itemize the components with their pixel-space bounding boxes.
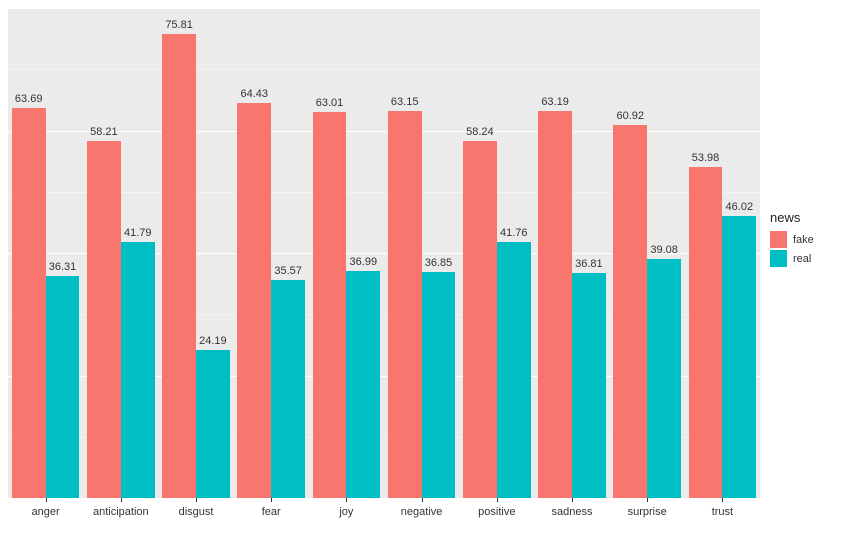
- x-tick: [422, 498, 423, 502]
- bar-real: [497, 242, 531, 498]
- bar-real: [46, 276, 80, 498]
- bar-real: [647, 259, 681, 498]
- bar-value-label: 53.98: [692, 152, 720, 164]
- x-tick: [647, 498, 648, 502]
- x-axis: anger anticipation disgust fear joy negative p…: [8, 498, 760, 530]
- bar-value-label: 41.79: [124, 227, 152, 239]
- x-axis-label: sadness: [552, 506, 593, 518]
- bar-value-label: 63.69: [15, 93, 43, 105]
- plot-area: 63.69 36.31 58.21 41.79 75.81 24.19 64.43 35.57…: [8, 8, 760, 498]
- bar-value-label: 58.24: [466, 126, 494, 138]
- bar-value-label: 75.81: [165, 19, 193, 31]
- bar-value-label: 39.08: [650, 244, 678, 256]
- legend: news fake real: [770, 210, 854, 269]
- legend-swatch: [770, 231, 787, 248]
- x-tick: [497, 498, 498, 502]
- x-tick: [196, 498, 197, 502]
- x-axis-label: anger: [32, 506, 60, 518]
- legend-label: fake: [793, 234, 814, 246]
- x-tick: [572, 498, 573, 502]
- bar-fake: [237, 103, 271, 498]
- legend-item-fake: fake: [770, 231, 854, 248]
- x-axis-label: fear: [262, 506, 281, 518]
- bar-value-label: 63.19: [541, 96, 569, 108]
- x-tick: [121, 498, 122, 502]
- bar-real: [121, 242, 155, 498]
- x-tick: [722, 498, 723, 502]
- bar-real: [572, 273, 606, 498]
- gridline-major: [8, 131, 760, 132]
- bar-fake: [689, 167, 723, 498]
- x-axis-label: anticipation: [93, 506, 149, 518]
- bar-value-label: 63.01: [316, 97, 344, 109]
- x-axis-label: trust: [712, 506, 733, 518]
- bar-real: [722, 216, 756, 498]
- bar-fake: [162, 34, 196, 498]
- bar-chart: 63.69 36.31 58.21 41.79 75.81 24.19 64.43 35.57…: [8, 8, 760, 530]
- x-axis-label: surprise: [628, 506, 667, 518]
- x-tick: [346, 498, 347, 502]
- bar-value-label: 35.57: [274, 265, 302, 277]
- bar-fake: [613, 125, 647, 498]
- bar-fake: [12, 108, 46, 498]
- x-axis-label: joy: [339, 506, 353, 518]
- bar-value-label: 24.19: [199, 335, 227, 347]
- bar-fake: [388, 111, 422, 498]
- gridline-minor: [8, 69, 760, 70]
- legend-item-real: real: [770, 250, 854, 267]
- bar-value-label: 60.92: [617, 110, 645, 122]
- bar-fake: [463, 141, 497, 498]
- x-axis-label: negative: [401, 506, 443, 518]
- x-axis-label: disgust: [179, 506, 214, 518]
- bar-value-label: 36.81: [575, 258, 603, 270]
- bar-value-label: 36.99: [350, 256, 378, 268]
- gridline-minor: [8, 192, 760, 193]
- bar-value-label: 63.15: [391, 96, 419, 108]
- x-axis-label: positive: [478, 506, 515, 518]
- gridline-major: [8, 8, 760, 9]
- bar-real: [271, 280, 305, 498]
- bar-value-label: 64.43: [241, 88, 269, 100]
- bar-real: [196, 350, 230, 498]
- legend-swatch: [770, 250, 787, 267]
- bar-fake: [538, 111, 572, 498]
- bar-real: [422, 272, 456, 498]
- bar-fake: [313, 112, 347, 498]
- bar-real: [346, 271, 380, 498]
- bar-value-label: 36.85: [425, 257, 453, 269]
- legend-title: news: [770, 210, 854, 225]
- bar-value-label: 36.31: [49, 261, 77, 273]
- x-tick: [46, 498, 47, 502]
- bar-fake: [87, 141, 121, 498]
- legend-label: real: [793, 253, 811, 265]
- x-tick: [271, 498, 272, 502]
- bar-value-label: 41.76: [500, 227, 528, 239]
- bar-value-label: 46.02: [726, 201, 754, 213]
- bar-value-label: 58.21: [90, 126, 118, 138]
